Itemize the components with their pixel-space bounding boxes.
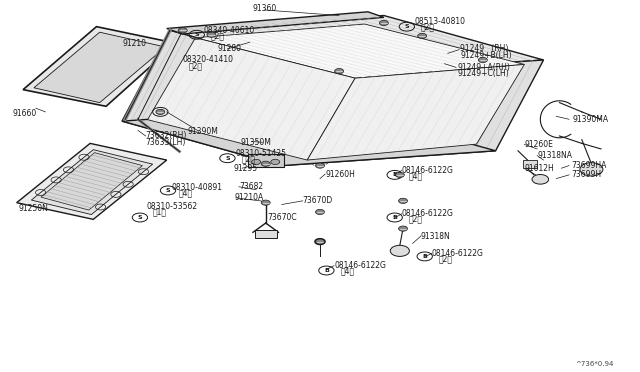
Text: 91260H: 91260H [325, 170, 355, 179]
Text: 91260E: 91260E [524, 140, 553, 149]
Circle shape [396, 172, 404, 177]
Circle shape [399, 198, 408, 203]
Circle shape [580, 163, 603, 176]
Text: S: S [166, 188, 170, 193]
Text: 91249+C(LH): 91249+C(LH) [458, 69, 509, 78]
Polygon shape [148, 38, 355, 160]
Text: B: B [422, 254, 427, 259]
Circle shape [335, 68, 344, 74]
Text: 91660: 91660 [12, 109, 36, 118]
Text: （1）: （1） [153, 208, 166, 217]
Text: S: S [138, 215, 142, 220]
Text: 73670D: 73670D [302, 196, 332, 205]
Text: 91250N: 91250N [19, 204, 49, 213]
Polygon shape [34, 32, 166, 103]
Text: （2）: （2） [421, 22, 435, 31]
Circle shape [271, 159, 280, 164]
Polygon shape [167, 12, 384, 34]
Circle shape [261, 161, 270, 166]
Text: B: B [324, 268, 329, 273]
Text: （2）: （2） [210, 31, 224, 41]
Polygon shape [122, 106, 495, 166]
Text: 08320-41410: 08320-41410 [182, 55, 234, 64]
Text: 73699HA: 73699HA [571, 161, 606, 170]
Circle shape [399, 226, 408, 231]
Text: 91280: 91280 [218, 44, 242, 53]
Text: 91318N: 91318N [421, 231, 451, 241]
Polygon shape [17, 143, 167, 219]
Circle shape [178, 28, 187, 33]
Polygon shape [282, 60, 543, 166]
Circle shape [316, 209, 324, 215]
Text: 73682: 73682 [239, 182, 263, 191]
Circle shape [252, 159, 260, 164]
Circle shape [156, 109, 165, 115]
Text: （2）: （2） [438, 254, 452, 263]
Polygon shape [41, 153, 143, 210]
Text: S: S [404, 24, 409, 29]
Text: B: B [392, 215, 397, 220]
Text: 91318NA: 91318NA [537, 151, 572, 160]
Polygon shape [31, 150, 153, 215]
Text: 91210A: 91210A [234, 193, 264, 202]
Polygon shape [307, 64, 524, 160]
Text: 91210: 91210 [122, 39, 146, 48]
Text: 08146-6122G: 08146-6122G [334, 261, 386, 270]
Polygon shape [195, 24, 524, 78]
Text: 91360: 91360 [253, 4, 277, 13]
Text: （2）: （2） [408, 215, 422, 224]
Text: 91612H: 91612H [524, 164, 554, 173]
Circle shape [315, 238, 325, 244]
Polygon shape [248, 154, 284, 167]
Circle shape [532, 174, 548, 184]
Text: 08146-6122G: 08146-6122G [402, 166, 454, 175]
Text: 91249+A(RH): 91249+A(RH) [458, 63, 510, 72]
Text: 73633(LH): 73633(LH) [146, 138, 186, 147]
Text: 73670C: 73670C [268, 213, 297, 222]
Polygon shape [122, 31, 330, 166]
Circle shape [380, 20, 388, 26]
Text: 08310-53562: 08310-53562 [147, 202, 197, 211]
Text: ^736*0.94: ^736*0.94 [575, 361, 614, 367]
Text: S: S [225, 156, 230, 161]
Circle shape [316, 163, 324, 168]
Text: （2）: （2） [189, 61, 203, 70]
Text: 91350M: 91350M [241, 138, 272, 147]
Text: 08146-6122G: 08146-6122G [432, 249, 484, 258]
Polygon shape [170, 16, 543, 75]
Text: S: S [195, 32, 199, 37]
Text: 08513-40810: 08513-40810 [415, 17, 465, 26]
Text: B: B [392, 172, 397, 177]
Text: 73699H: 73699H [571, 170, 601, 179]
Text: 91390M: 91390M [187, 126, 218, 136]
Text: （4）: （4） [340, 267, 355, 276]
FancyBboxPatch shape [255, 231, 276, 238]
Text: 08340-40610: 08340-40610 [204, 26, 255, 35]
Circle shape [418, 33, 427, 38]
Circle shape [261, 200, 270, 205]
Text: 91390MA: 91390MA [572, 115, 609, 124]
Text: 08310-40891: 08310-40891 [172, 183, 223, 192]
Text: 73632(RH): 73632(RH) [146, 131, 187, 141]
Text: （4）: （4） [178, 188, 193, 197]
Circle shape [478, 57, 487, 62]
Circle shape [207, 32, 216, 37]
Circle shape [316, 239, 324, 244]
Text: 91249   (RH): 91249 (RH) [461, 44, 509, 53]
Text: 91295: 91295 [234, 164, 258, 173]
Text: （4）: （4） [408, 171, 422, 180]
Text: 08146-6122G: 08146-6122G [402, 209, 454, 218]
Text: S: S [158, 109, 163, 114]
FancyBboxPatch shape [523, 160, 537, 168]
Text: （2）: （2） [242, 154, 256, 163]
Circle shape [390, 245, 410, 256]
Polygon shape [23, 27, 176, 106]
Text: 08310-51425: 08310-51425 [236, 149, 287, 158]
Text: 91249+B(LH): 91249+B(LH) [461, 51, 512, 60]
